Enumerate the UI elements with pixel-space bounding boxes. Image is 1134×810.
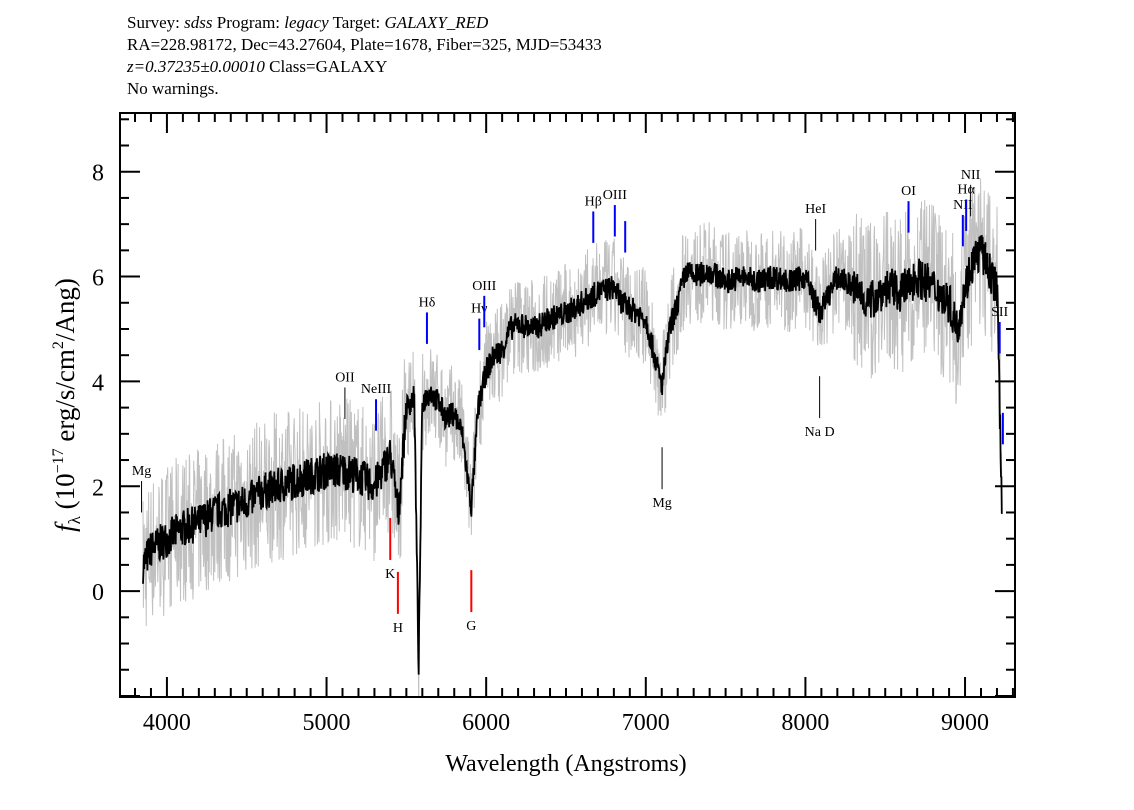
line-label: NeIII (361, 382, 392, 397)
target-label: Target: (332, 13, 381, 32)
y-tick-label: 4 (92, 370, 104, 396)
survey-label: Survey: (127, 13, 180, 32)
line-label: H (393, 621, 403, 636)
y-tick-label: 2 (92, 475, 104, 501)
y-axis-label: fλ (10−17 erg/s/cm2/Ang) (50, 278, 84, 532)
program-label: Program: (216, 13, 281, 32)
spectrum-group (142, 178, 1003, 697)
x-tick-label: 6000 (462, 710, 510, 736)
flux-spectrum (142, 235, 1003, 675)
x-axis-label: Wavelength (Angstroms) (445, 751, 686, 777)
line-label: Hα (957, 182, 975, 197)
line-label: Hβ (585, 194, 602, 209)
y-axis-label-text: fλ (10−17 erg/s/cm2/Ang) (50, 278, 84, 532)
header-line-survey: Survey: sdss Program: legacy Target: GAL… (127, 12, 602, 34)
class-value: Class=GALAXY (269, 57, 388, 76)
plot-frame (119, 112, 1016, 698)
line-label: Hδ (419, 295, 436, 310)
target-value: GALAXY_RED (384, 13, 489, 32)
line-label: OI (901, 184, 916, 199)
line-label: HeI (805, 202, 826, 217)
line-label: SII (991, 305, 1008, 320)
line-label: OII (335, 370, 355, 385)
redshift-value: z=0.37235±0.00010 (127, 57, 265, 76)
error-spectrum (142, 178, 1003, 697)
header-line-coordinates: RA=228.98172, Dec=43.27604, Plate=1678, … (127, 35, 602, 54)
x-tick-label: 9000 (941, 710, 989, 736)
header-line-warnings: No warnings. (127, 79, 219, 98)
x-tick-label: 8000 (781, 710, 829, 736)
line-label: NII (961, 168, 981, 183)
line-label: OIII (603, 188, 627, 203)
line-label: G (466, 619, 476, 634)
x-tick-label: 7000 (622, 710, 670, 736)
line-label: NII (953, 198, 973, 213)
y-tick-label: 8 (92, 161, 104, 187)
y-tick-label: 0 (92, 580, 104, 606)
x-tick-label: 5000 (303, 710, 351, 736)
line-label: Mg (132, 464, 151, 479)
header-line-redshift: z=0.37235±0.00010 Class=GALAXY (127, 56, 602, 78)
y-tick-label: 6 (92, 266, 104, 292)
plot-area: 4000 5000 6000 7000 8000 9000 0 2 4 6 8 Mg OII NeIII H… (92, 112, 1016, 736)
x-tick-label: 4000 (143, 710, 191, 736)
line-label: OIII (472, 279, 496, 294)
line-label: K (385, 567, 395, 582)
line-label: Mg (652, 496, 671, 511)
program-value: legacy (284, 13, 329, 32)
survey-value: sdss (184, 13, 213, 32)
spectrum-header: Survey: sdss Program: legacy Target: GAL… (127, 12, 602, 100)
line-label: Na D (805, 425, 835, 440)
